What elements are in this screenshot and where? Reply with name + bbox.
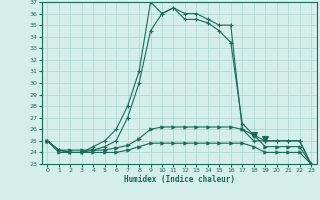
- X-axis label: Humidex (Indice chaleur): Humidex (Indice chaleur): [124, 175, 235, 184]
